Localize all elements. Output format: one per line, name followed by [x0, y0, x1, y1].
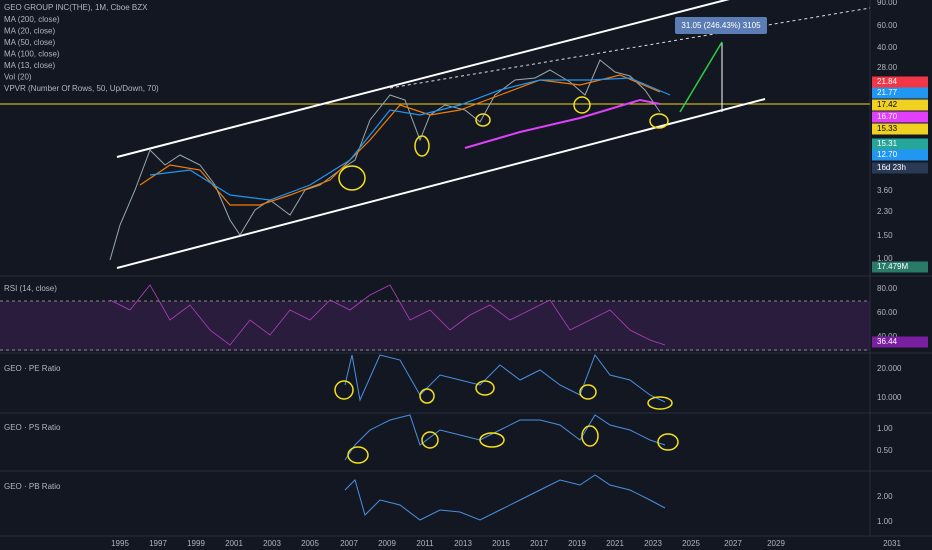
- time-label: 2031: [883, 539, 901, 548]
- rsi-series: [109, 284, 666, 346]
- price-badge: [872, 87, 928, 99]
- pe-series: [344, 353, 666, 403]
- price-label: 40.00: [877, 43, 898, 52]
- price-badge: [872, 162, 928, 174]
- channel-top: [116, 0, 730, 158]
- pane-label: 2.00: [877, 492, 893, 501]
- price-label: 1.50: [877, 231, 893, 240]
- time-label: 2029: [767, 539, 785, 548]
- pane-label: 60.00: [877, 308, 898, 317]
- time-label: 2009: [378, 539, 396, 548]
- price-label: 60.00: [877, 21, 898, 30]
- pane-title: GEO · PE Ratio: [4, 364, 61, 373]
- price-badge-label: 16d 23h: [877, 163, 906, 172]
- time-label: 1995: [111, 539, 129, 548]
- price-label: 90.00: [877, 0, 898, 7]
- price-badge: [872, 138, 928, 150]
- ma-line: [139, 74, 661, 206]
- pb-series: [344, 474, 666, 521]
- indicator: MA (13, close): [4, 61, 55, 70]
- price-badge-label: 12.70: [877, 150, 898, 159]
- time-label: 2021: [606, 539, 624, 548]
- time-label: 2023: [644, 539, 662, 548]
- time-label: 1999: [187, 539, 205, 548]
- time-label: 2013: [454, 539, 472, 548]
- price-badge: [872, 111, 928, 123]
- price-badge-label: 21.84: [877, 77, 898, 86]
- pane-label: 0.50: [877, 446, 893, 455]
- pane-label: 1.00: [877, 424, 893, 433]
- pane-title: RSI (14, close): [4, 284, 57, 293]
- price-badge-label: 17.479M: [877, 262, 908, 271]
- time-label: 2015: [492, 539, 510, 548]
- time-label: 1997: [149, 539, 167, 548]
- pane-label: 80.00: [877, 284, 898, 293]
- ma-line: [149, 77, 671, 201]
- pane-separators: [0, 0, 932, 537]
- price-label: 2.30: [877, 207, 893, 216]
- price-badge-label: 17.42: [877, 100, 898, 109]
- pane-badge: [872, 336, 928, 348]
- price-badge-label: 16.70: [877, 112, 898, 121]
- price-badge-label: 15.33: [877, 124, 898, 133]
- pane-label: 20.000: [877, 364, 902, 373]
- price-badge: [872, 123, 928, 135]
- pane-label: 10.000: [877, 393, 902, 402]
- time-label: 2011: [416, 539, 434, 548]
- symbol: GEO GROUP INC(THE), 1M, Cboe BZX: [4, 3, 148, 12]
- pane-badge-label: 36.44: [877, 337, 898, 346]
- pane-label: 1.00: [877, 517, 893, 526]
- price-label: 28.00: [877, 63, 898, 72]
- time-label: 2017: [530, 539, 548, 548]
- price-badge: [872, 261, 928, 273]
- time-label: 2027: [724, 539, 742, 548]
- indicator: VPVR (Number Of Rows, 50, Up/Down, 70): [4, 84, 159, 93]
- pane-title: GEO · PS Ratio: [4, 423, 61, 432]
- price-badge-label: 15.31: [877, 139, 898, 148]
- price-badge: [872, 149, 928, 161]
- annotation-box: [675, 17, 767, 34]
- ps-series: [344, 414, 666, 461]
- price-badge-label: 21.77: [877, 88, 898, 97]
- indicator: MA (20, close): [4, 27, 55, 36]
- price-label: 3.60: [877, 186, 893, 195]
- time-label: 2007: [340, 539, 358, 548]
- target-arrow: [679, 41, 723, 113]
- price-badge: [872, 76, 928, 88]
- annotation: 31.05 (246.43%) 3105: [681, 21, 761, 30]
- rsi-band: [0, 301, 870, 351]
- time-label: 2001: [225, 539, 243, 548]
- ma-200: [464, 98, 661, 149]
- time-label: 2003: [263, 539, 281, 548]
- time-label: 2005: [301, 539, 319, 548]
- highlight-circles: [334, 96, 679, 464]
- time-label: 2025: [682, 539, 700, 548]
- indicator: MA (200, close): [4, 15, 60, 24]
- indicator: Vol (20): [4, 73, 32, 82]
- pane-title: GEO · PB Ratio: [4, 482, 61, 491]
- price-label: 1.00: [877, 254, 893, 263]
- indicator: MA (50, close): [4, 38, 55, 47]
- time-label: 2019: [568, 539, 586, 548]
- indicator: MA (100, close): [4, 50, 60, 59]
- price-badge: [872, 99, 928, 111]
